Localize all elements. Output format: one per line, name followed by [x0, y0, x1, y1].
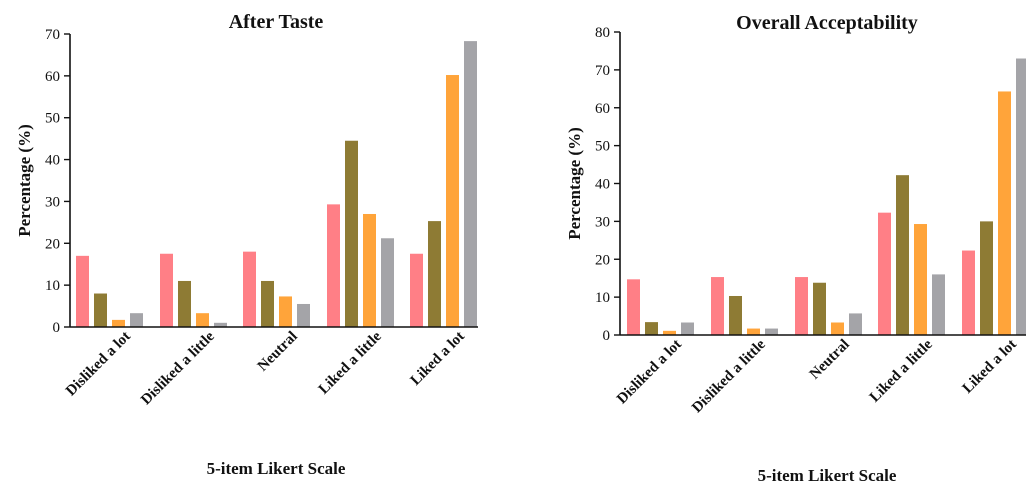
bar	[896, 175, 909, 335]
bar	[160, 253, 173, 327]
bar	[214, 322, 227, 327]
x-axis-title: 5-item Likert Scale	[207, 459, 346, 478]
chart-title: After Taste	[229, 11, 324, 33]
y-tick-label: 0	[603, 328, 611, 344]
bar	[363, 213, 376, 327]
bar	[261, 280, 274, 327]
bar	[747, 328, 760, 335]
y-tick-label: 60	[45, 69, 60, 85]
category-label: Neutral	[255, 329, 301, 375]
y-tick-label: 20	[595, 252, 610, 268]
y-tick-label: 80	[595, 25, 610, 41]
bar	[446, 75, 459, 328]
y-tick-label: 10	[595, 290, 610, 306]
bar	[130, 313, 143, 327]
y-tick-label: 60	[595, 101, 610, 117]
bar	[849, 313, 862, 335]
category-label: Disliked a little	[138, 328, 218, 408]
bar	[729, 295, 742, 335]
y-tick-label: 30	[595, 214, 610, 230]
bar	[297, 303, 310, 327]
bar	[645, 322, 658, 335]
y-tick-label: 0	[53, 320, 61, 336]
bar	[279, 296, 292, 327]
bar	[962, 250, 975, 335]
bar	[76, 255, 89, 327]
y-tick-label: 70	[45, 27, 60, 43]
chart-title: Overall Acceptability	[736, 12, 918, 34]
y-tick-label: 40	[45, 153, 60, 169]
bar	[410, 253, 423, 327]
bar	[813, 282, 826, 335]
bar	[112, 319, 125, 327]
bar	[428, 221, 441, 327]
chart-panel-2: Overall Acceptability 0 10 20 30 40 50 60 70 80 Di…	[565, 12, 1026, 485]
category-label: Disliked a lot	[614, 337, 685, 408]
bar	[464, 41, 477, 327]
bar	[998, 91, 1011, 336]
category-label: Liked a lot	[408, 329, 468, 389]
bar	[765, 328, 778, 335]
bar	[243, 251, 256, 327]
bar	[711, 277, 724, 335]
y-tick-label: 30	[45, 194, 60, 210]
bar	[980, 221, 993, 335]
category-label: Liked a little	[867, 336, 936, 405]
x-axis-title: 5-item Likert Scale	[758, 466, 897, 485]
bar	[932, 274, 945, 335]
category-label: Liked a little	[316, 328, 385, 397]
bar	[1016, 58, 1026, 335]
bar	[327, 204, 340, 327]
bar	[681, 322, 694, 335]
bar	[831, 322, 844, 335]
bar	[381, 238, 394, 327]
category-label: Neutral	[807, 337, 853, 383]
bar	[196, 313, 209, 327]
bar	[178, 280, 191, 327]
bar	[914, 224, 927, 335]
bar	[878, 212, 891, 335]
y-axis-title: Percentage (%)	[565, 127, 584, 240]
category-label: Disliked a lot	[63, 329, 134, 400]
bar	[795, 277, 808, 335]
y-tick-label: 70	[595, 63, 610, 79]
y-tick-label: 40	[595, 177, 610, 193]
chart-panel-1: After Taste 0 10 20 30 40 50 60 70 Disliked a lot…	[15, 11, 478, 478]
y-tick-label: 50	[595, 139, 610, 155]
y-tick-label: 50	[45, 111, 60, 127]
category-label: Liked a lot	[960, 337, 1020, 397]
bar	[663, 330, 676, 335]
bar	[345, 140, 358, 327]
category-label: Disliked a little	[689, 336, 769, 416]
y-axis-title: Percentage (%)	[15, 124, 34, 237]
bar	[94, 293, 107, 327]
y-tick-label: 10	[45, 278, 60, 294]
y-tick-label: 20	[45, 236, 60, 252]
bar	[627, 279, 640, 335]
